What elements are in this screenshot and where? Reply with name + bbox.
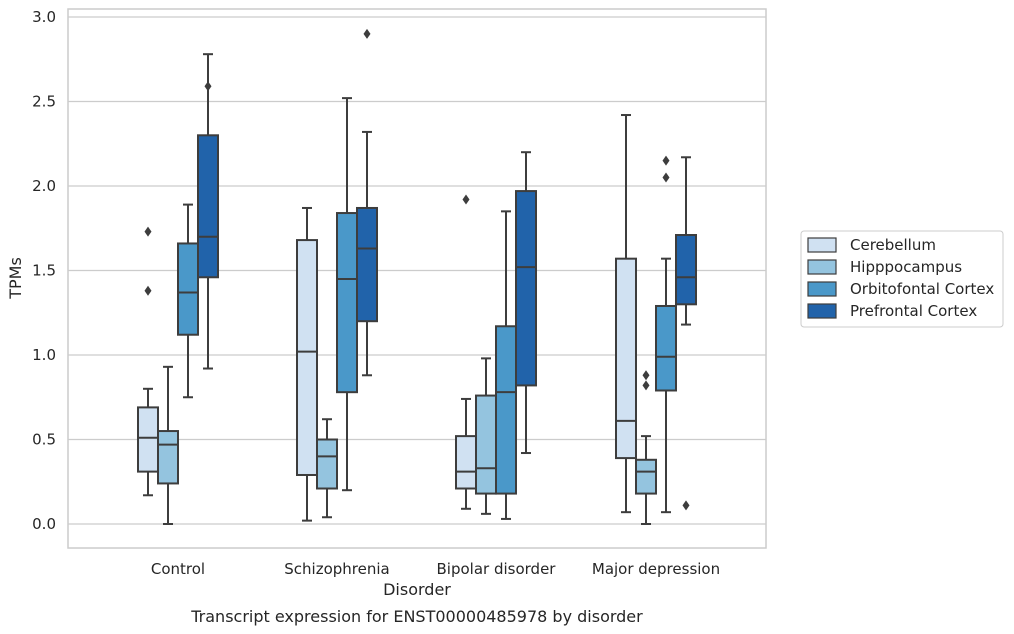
box-body — [635, 458, 657, 495]
box-body — [455, 435, 477, 490]
legend-swatch — [807, 259, 837, 275]
box-1-3 — [635, 370, 657, 525]
box-2-0 — [177, 203, 199, 399]
box-3-0 — [197, 53, 219, 370]
box-body — [655, 304, 677, 392]
box-body — [197, 134, 219, 279]
box-body — [515, 190, 537, 387]
box-body — [356, 206, 378, 323]
box-2-2 — [495, 210, 517, 520]
outlier-point — [144, 285, 152, 296]
plot-frame — [67, 8, 767, 549]
legend-label: Hipppocampus — [850, 258, 962, 276]
box-1-2 — [475, 357, 497, 515]
legend-swatch — [807, 237, 837, 253]
legend: Cerebellum Hipppocampus Orbitofontal Corte… — [800, 230, 1004, 328]
x-tick-labels: Control Schizophrenia Bipolar disorder Majo… — [151, 560, 720, 578]
chart-caption: Transcript expression for ENST0000048597… — [190, 607, 643, 626]
box-1-0 — [157, 365, 179, 525]
outlier-point — [682, 500, 690, 511]
outlier-point — [204, 81, 212, 92]
y-tick-label: 3.0 — [32, 8, 56, 26]
outlier-point — [662, 172, 670, 183]
x-tick-label: Major depression — [592, 560, 720, 578]
y-tick-label: 1.5 — [32, 262, 56, 280]
x-tick-label: Bipolar disorder — [437, 560, 557, 578]
box-body — [296, 239, 318, 476]
box-body — [615, 257, 637, 460]
box-0-1 — [296, 206, 318, 522]
box-body — [675, 234, 697, 306]
box-body — [336, 212, 358, 394]
y-tick-labels: 0.0 0.5 1.0 1.5 2.0 2.5 3.0 — [32, 8, 56, 533]
outlier-point — [642, 370, 650, 381]
box-0-2 — [455, 194, 477, 510]
y-tick-label: 2.0 — [32, 177, 56, 195]
outlier-point — [144, 226, 152, 237]
box-body — [495, 325, 517, 495]
y-axis-label: TPMs — [6, 257, 25, 300]
box-1-1 — [316, 418, 338, 519]
box-body — [475, 394, 497, 495]
box-2-3 — [655, 155, 677, 514]
legend-label: Orbitofontal Cortex — [850, 280, 994, 298]
box-3-2 — [515, 151, 537, 455]
legend-label: Prefrontal Cortex — [850, 302, 977, 320]
outlier-point — [662, 155, 670, 166]
box-groups — [137, 28, 697, 525]
box-body — [316, 438, 338, 490]
legend-label: Cerebellum — [850, 236, 936, 254]
box-body — [137, 406, 159, 473]
outlier-point — [462, 194, 470, 205]
legend-items: Cerebellum Hipppocampus Orbitofontal Corte… — [807, 236, 994, 320]
box-0-3 — [615, 114, 637, 514]
box-body — [157, 430, 179, 485]
box-3-1 — [356, 28, 378, 377]
box-0-0 — [137, 226, 159, 497]
x-tick-label: Schizophrenia — [284, 560, 389, 578]
x-tick-label: Control — [151, 560, 205, 578]
legend-swatch — [807, 303, 837, 319]
box-3-3 — [675, 156, 697, 511]
y-tick-label: 0.0 — [32, 515, 56, 533]
y-tick-label: 0.5 — [32, 431, 56, 449]
y-tick-label: 2.5 — [32, 93, 56, 111]
y-tick-label: 1.0 — [32, 346, 56, 364]
outlier-point — [642, 380, 650, 391]
legend-swatch — [807, 281, 837, 297]
box-body — [177, 242, 199, 336]
legend-frame — [800, 230, 1004, 328]
x-axis-label: Disorder — [383, 580, 451, 599]
box-2-1 — [336, 97, 358, 492]
outlier-point — [363, 28, 371, 39]
